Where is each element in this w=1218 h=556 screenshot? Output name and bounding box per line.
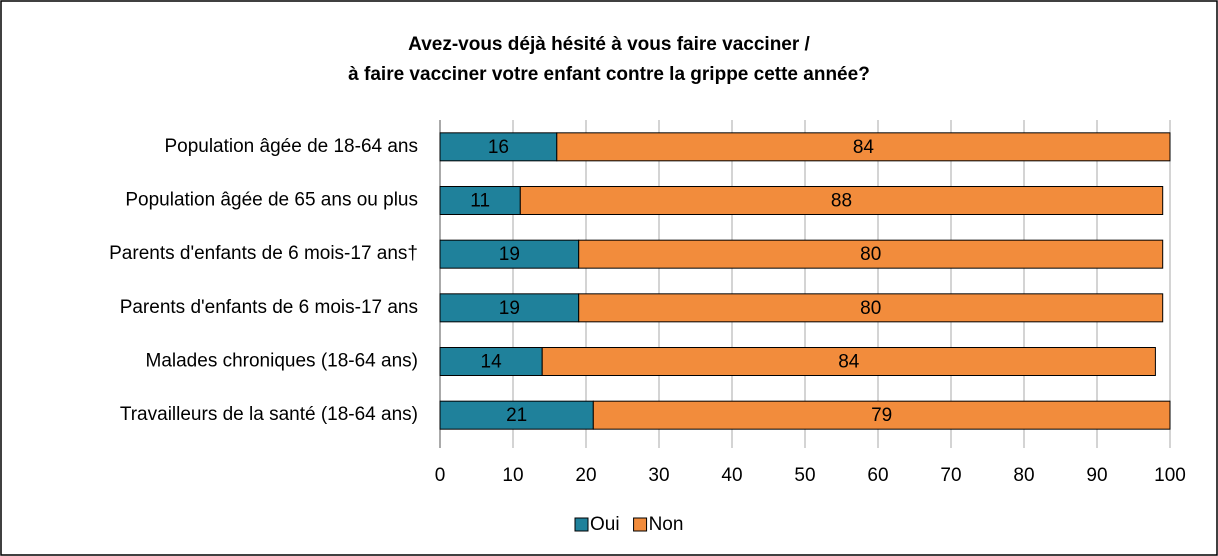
bar-segment [439,400,594,430]
value-label: 16 [488,137,509,158]
x-tick-label: 60 [867,465,888,486]
legend-label: Oui [590,514,620,535]
x-tick-label: 20 [575,465,596,486]
bar-segment [439,239,580,269]
y-tick-label: Travailleurs de la santé (18-64 ans) [120,404,418,425]
bar-segment [578,239,1164,269]
value-label: 84 [853,137,875,158]
legend-swatch [633,517,648,532]
bar-segment [541,347,1156,376]
x-tick-label: 90 [1086,465,1107,486]
value-label: 11 [470,191,490,212]
value-label: 80 [860,244,881,265]
bar-segment [439,347,543,376]
chart-title: Avez-vous déjà hésité à vous faire vacci… [408,34,810,55]
bar-segment [578,293,1164,323]
x-tick-label: 80 [1013,465,1034,486]
x-tick-label: 40 [721,465,742,486]
y-tick-label: Parents d'enfants de 6 mois-17 ans† [109,243,418,264]
bar-segment [439,132,558,162]
value-label: 79 [871,405,892,426]
value-label: 84 [838,352,860,373]
y-tick-label: Parents d'enfants de 6 mois-17 ans [120,297,418,318]
y-tick-label: Malades chroniques (18-64 ans) [146,351,419,372]
bar-segment [519,186,1164,215]
x-tick-label: 30 [648,465,669,486]
bar-segment [592,400,1171,430]
x-tick-label: 0 [435,465,446,486]
x-tick-label: 50 [794,465,815,486]
bar-segment [439,186,521,215]
chart-title: à faire vacciner votre enfant contre la … [348,64,870,85]
x-tick-label: 10 [502,465,523,486]
x-tick-label: 100 [1154,465,1186,486]
value-label: 19 [499,298,520,319]
legend-label: Non [649,514,684,535]
y-tick-label: Population âgée de 65 ans ou plus [125,190,418,211]
value-label: 14 [481,352,503,373]
x-tick-label: 70 [940,465,961,486]
value-label: 19 [499,244,520,265]
value-label: 80 [860,298,881,319]
value-label: 88 [831,191,852,212]
value-label: 21 [506,405,527,426]
y-tick-label: Population âgée de 18-64 ans [164,136,418,157]
legend-swatch [574,517,589,532]
bar-segment [556,132,1171,162]
